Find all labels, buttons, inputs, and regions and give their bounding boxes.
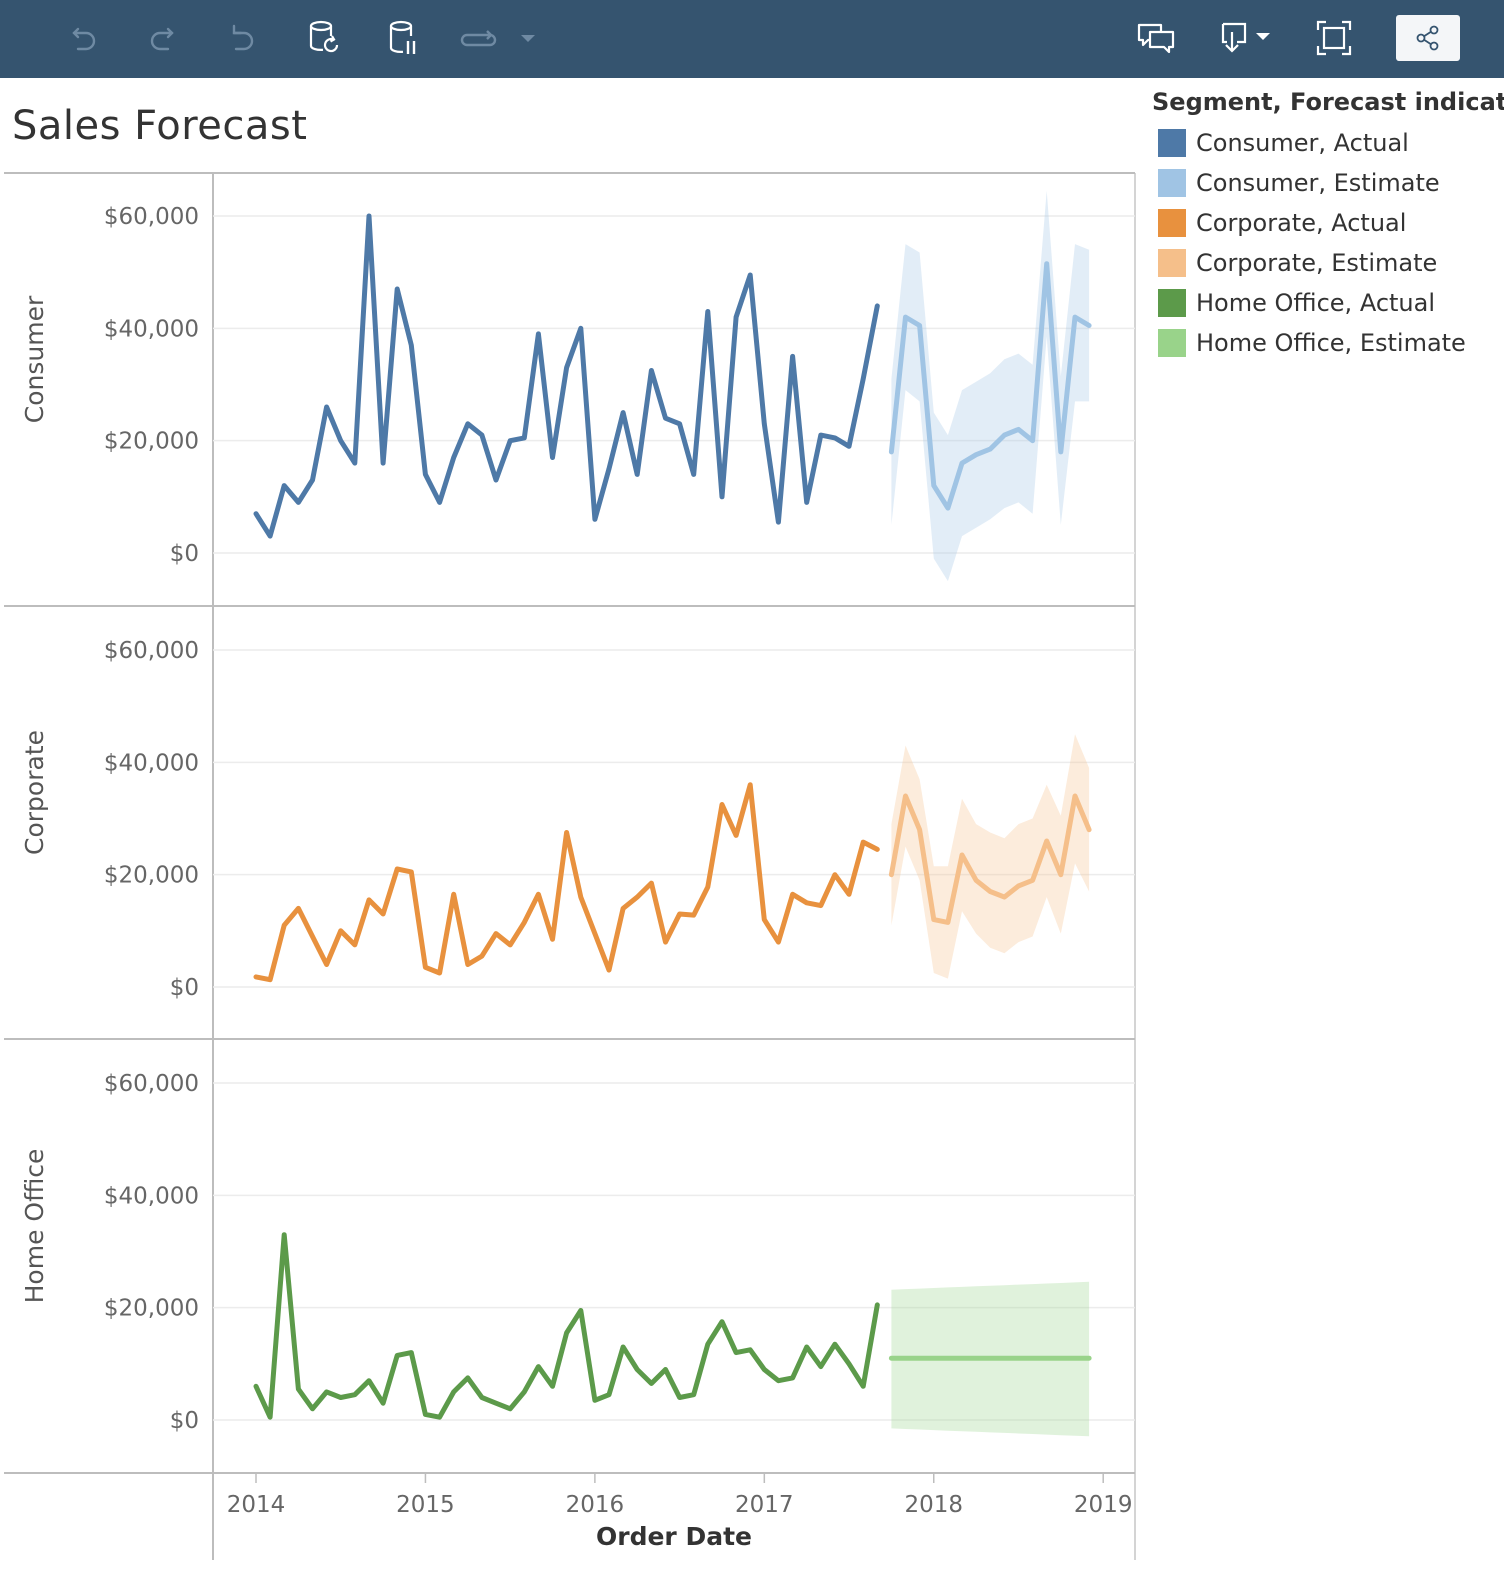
pause-updates-icon — [389, 20, 416, 54]
legend-item-consumer-actual[interactable]: Consumer, Actual — [1158, 128, 1409, 158]
legend-label: Corporate, Estimate — [1196, 249, 1438, 277]
legend-item-corporate-estimate[interactable]: Corporate, Estimate — [1158, 248, 1437, 278]
actual-line — [253, 213, 880, 539]
toggle-auto-update-icon — [460, 30, 497, 47]
y-tick-label: $60,000 — [104, 204, 199, 230]
prediction-band — [891, 190, 1090, 582]
download-button[interactable] — [1206, 14, 1282, 62]
prediction-band — [891, 734, 1090, 979]
y-tick-label: $40,000 — [104, 1183, 199, 1209]
row-label-home-office: Home Office — [20, 1149, 49, 1304]
comments-icon — [1137, 23, 1175, 54]
more-dropdown-icon — [521, 35, 535, 42]
legend-item-corporate-actual[interactable]: Corporate, Actual — [1158, 208, 1406, 238]
y-tick-label: $0 — [170, 975, 199, 1001]
legend-swatch — [1158, 249, 1186, 277]
download-icon — [1221, 22, 1270, 53]
share-icon — [1416, 25, 1439, 51]
more-dropdown-button[interactable] — [502, 14, 554, 62]
legend-label: Consumer, Estimate — [1196, 169, 1440, 197]
legend-swatch — [1158, 329, 1186, 357]
full-screen-icon — [1316, 20, 1352, 56]
toolbar — [0, 0, 1504, 78]
legend-title: Segment, Forecast indicator — [1152, 88, 1504, 116]
y-tick-label: $40,000 — [104, 750, 199, 776]
legend-swatch — [1158, 169, 1186, 197]
y-tick-label: $0 — [170, 1408, 199, 1434]
redo-button[interactable] — [136, 14, 188, 62]
redo-icon — [150, 27, 174, 51]
full-screen-button[interactable] — [1308, 14, 1360, 62]
x-tick-label: 2014 — [227, 1492, 286, 1518]
row-label-corporate: Corporate — [20, 730, 49, 855]
sales-forecast-chart: $0 $20,000 $40,000 $60,000 Consumer $0 $20,000… — [4, 172, 1136, 1560]
share-button[interactable] — [1396, 15, 1460, 61]
y-tick-label: $40,000 — [104, 316, 199, 342]
legend-item-home-office-estimate[interactable]: Home Office, Estimate — [1158, 328, 1466, 358]
x-tick-label: 2015 — [396, 1492, 455, 1518]
page-title: Sales Forecast — [12, 103, 308, 149]
legend-label: Consumer, Actual — [1196, 129, 1409, 157]
y-tick-label: $0 — [170, 541, 199, 567]
row-label-consumer: Consumer — [20, 295, 49, 423]
x-tick-label: 2017 — [735, 1492, 794, 1518]
y-tick-label: $20,000 — [104, 1296, 199, 1322]
undo-button[interactable] — [58, 14, 110, 62]
actual-line — [253, 782, 880, 983]
legend-swatch — [1158, 129, 1186, 157]
comments-button[interactable] — [1130, 14, 1182, 62]
refresh-data-button[interactable] — [298, 14, 350, 62]
y-tick-label: $20,000 — [104, 863, 199, 889]
estimate-line — [888, 793, 1092, 925]
legend-label: Corporate, Actual — [1196, 209, 1407, 237]
toggle-auto-update-button[interactable] — [450, 14, 502, 62]
legend-swatch — [1158, 209, 1186, 237]
pause-updates-button[interactable] — [378, 14, 430, 62]
x-tick-label: 2019 — [1074, 1492, 1133, 1518]
legend-label: Home Office, Estimate — [1196, 329, 1466, 357]
revert-button[interactable] — [216, 14, 268, 62]
legend-label: Home Office, Actual — [1196, 289, 1436, 317]
x-tick-label: 2016 — [566, 1492, 625, 1518]
refresh-data-icon — [309, 20, 339, 53]
estimate-line — [888, 261, 1092, 511]
legend-swatch — [1158, 289, 1186, 317]
x-axis-title: Order Date — [596, 1522, 752, 1551]
x-tick-label: 2018 — [904, 1492, 963, 1518]
actual-line — [253, 1232, 880, 1420]
y-tick-label: $20,000 — [104, 429, 199, 455]
legend-item-consumer-estimate[interactable]: Consumer, Estimate — [1158, 168, 1440, 198]
undo-icon — [72, 27, 96, 51]
y-tick-label: $60,000 — [104, 638, 199, 664]
y-tick-label: $60,000 — [104, 1071, 199, 1097]
revert-icon — [232, 24, 254, 51]
legend-item-home-office-actual[interactable]: Home Office, Actual — [1158, 288, 1435, 318]
